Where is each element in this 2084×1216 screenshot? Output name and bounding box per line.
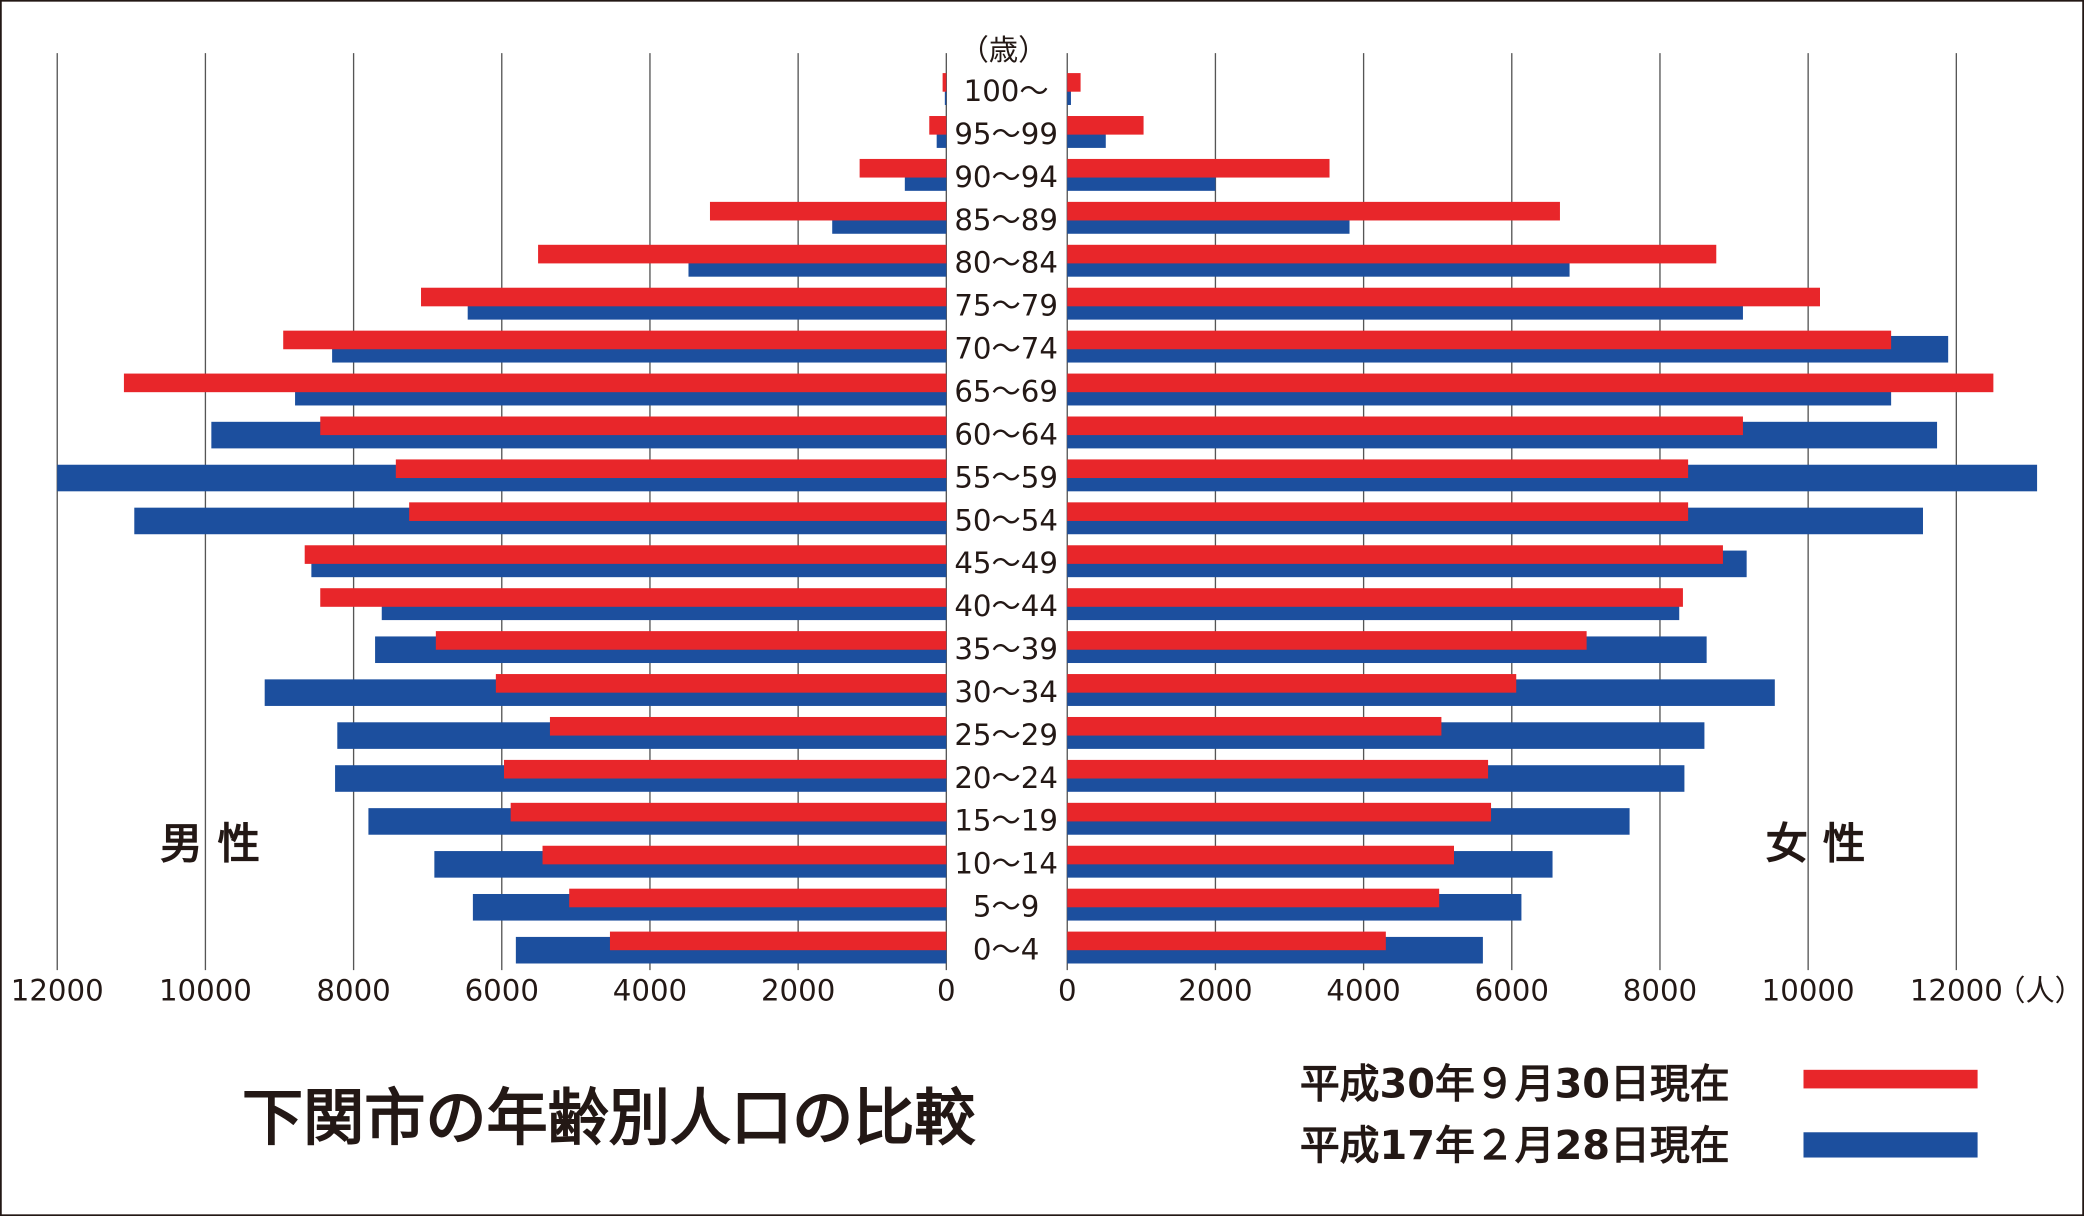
tick-label-r: 4000 xyxy=(1326,974,1400,1008)
bar-male-2018 xyxy=(859,158,947,178)
bar-female-2018 xyxy=(1067,759,1489,779)
tick-label-l: 0 xyxy=(937,974,956,1008)
bar-male-2018 xyxy=(409,502,947,521)
age-group-label: 0～4 xyxy=(973,933,1039,967)
legend-label-2005: 平成17年２月28日現在 xyxy=(1300,1123,1730,1169)
bar-female-2018 xyxy=(1067,674,1517,693)
age-unit-label: （歳） xyxy=(960,33,1048,67)
tick-label-l: 10000 xyxy=(159,974,252,1008)
age-group-label: 70～74 xyxy=(954,332,1058,366)
bar-male-2018 xyxy=(495,674,947,693)
bars xyxy=(57,73,2038,964)
age-labels: 100～ 95～99 90～94 85～89 80～84 75～79 70～74 65～69 6… xyxy=(954,74,1058,967)
bar-male-2018 xyxy=(320,416,947,436)
tick-label-l: 6000 xyxy=(465,974,539,1008)
bar-female-2018 xyxy=(1067,588,1683,607)
legend-swatch-2018 xyxy=(1803,1069,1978,1089)
bar-male-2018 xyxy=(569,888,947,908)
bar-female-2018 xyxy=(1067,373,1994,393)
bar-female-2018 xyxy=(1067,330,1892,350)
age-group-label: 15～19 xyxy=(954,804,1058,838)
bar-male-2018 xyxy=(510,802,947,822)
legend: 平成30年９月30日現在 平成17年２月28日現在 xyxy=(1300,1062,1978,1169)
tick-label-r: 0 xyxy=(1058,974,1077,1008)
bar-male-2018 xyxy=(304,545,947,564)
tick-label-r: 10000 xyxy=(1762,974,1855,1008)
bar-male-2018 xyxy=(609,931,947,951)
age-group-label: 20～24 xyxy=(954,761,1058,795)
male-label: 男 性 xyxy=(160,821,260,870)
bar-female-2018 xyxy=(1067,802,1492,822)
age-group-label: 45～49 xyxy=(954,546,1058,580)
bar-female-2018 xyxy=(1067,845,1454,865)
tick-label-r: 8000 xyxy=(1623,974,1697,1008)
bar-male-2018 xyxy=(538,244,947,264)
age-group-label: 50～54 xyxy=(954,503,1058,537)
age-group-label: 85～89 xyxy=(954,203,1058,237)
legend-label-2018: 平成30年９月30日現在 xyxy=(1300,1062,1730,1108)
tick-label-l: 12000 xyxy=(11,974,104,1008)
age-group-label: 95～99 xyxy=(954,117,1058,151)
tick-label-r: 6000 xyxy=(1475,974,1549,1008)
bar-male-2018 xyxy=(421,287,947,307)
female-label: 女 性 xyxy=(1766,821,1866,870)
tick-label-l: 4000 xyxy=(613,974,687,1008)
age-group-label: 25～29 xyxy=(954,718,1058,752)
tick-labels: 0 0 2000 2000 4000 4000 6000 6000 8000 8000 10000 1… xyxy=(11,974,2003,1008)
age-group-label: 5～9 xyxy=(973,890,1039,924)
bar-male-2018 xyxy=(395,459,947,479)
chart-title: 下関市の年齢別人口の比較 xyxy=(242,1083,976,1154)
age-group-label: 90～94 xyxy=(954,160,1058,194)
bar-female-2018 xyxy=(1067,73,1081,92)
bar-male-2018 xyxy=(503,759,947,779)
bar-female-2018 xyxy=(1067,631,1587,650)
bar-female-2018 xyxy=(1067,201,1560,221)
bar-male-2018 xyxy=(549,716,947,736)
bar-female-2018 xyxy=(1067,459,1689,479)
age-group-label: 100～ xyxy=(964,74,1049,108)
age-group-label: 60～64 xyxy=(954,417,1058,451)
bar-female-2018 xyxy=(1067,116,1144,135)
tick-label-l: 2000 xyxy=(761,974,835,1008)
value-unit-label: （人） xyxy=(1996,974,2084,1008)
bar-male-2018 xyxy=(123,373,947,393)
bar-female-2018 xyxy=(1067,244,1717,264)
tick-label-r: 12000 xyxy=(1910,974,2003,1008)
bar-female-2018 xyxy=(1067,931,1386,951)
bar-male-2018 xyxy=(435,631,947,650)
bar-male-2005 xyxy=(936,121,947,148)
bar-male-2018 xyxy=(929,116,947,135)
bar-male-2018 xyxy=(320,588,947,607)
age-group-label: 10～14 xyxy=(954,847,1058,881)
age-group-label: 30～34 xyxy=(954,675,1058,709)
tick-label-l: 8000 xyxy=(316,974,390,1008)
bar-female-2018 xyxy=(1067,287,1821,307)
bar-female-2018 xyxy=(1067,158,1330,178)
age-group-label: 75～79 xyxy=(954,289,1058,323)
bar-male-2018 xyxy=(542,845,947,865)
age-group-label: 80～84 xyxy=(954,246,1058,280)
bar-female-2018 xyxy=(1067,888,1440,908)
bar-female-2018 xyxy=(1067,716,1442,736)
bar-male-2018 xyxy=(942,73,947,92)
age-group-label: 55～59 xyxy=(954,460,1058,494)
legend-swatch-2005 xyxy=(1803,1132,1978,1158)
bar-male-2018 xyxy=(283,330,947,350)
bar-female-2018 xyxy=(1067,545,1723,564)
tick-label-r: 2000 xyxy=(1178,974,1252,1008)
age-group-label: 35～39 xyxy=(954,632,1058,666)
bar-male-2018 xyxy=(709,201,947,221)
age-group-label: 40～44 xyxy=(954,589,1058,623)
bar-female-2018 xyxy=(1067,502,1689,521)
bar-female-2018 xyxy=(1067,416,1743,436)
age-group-label: 65～69 xyxy=(954,374,1058,408)
